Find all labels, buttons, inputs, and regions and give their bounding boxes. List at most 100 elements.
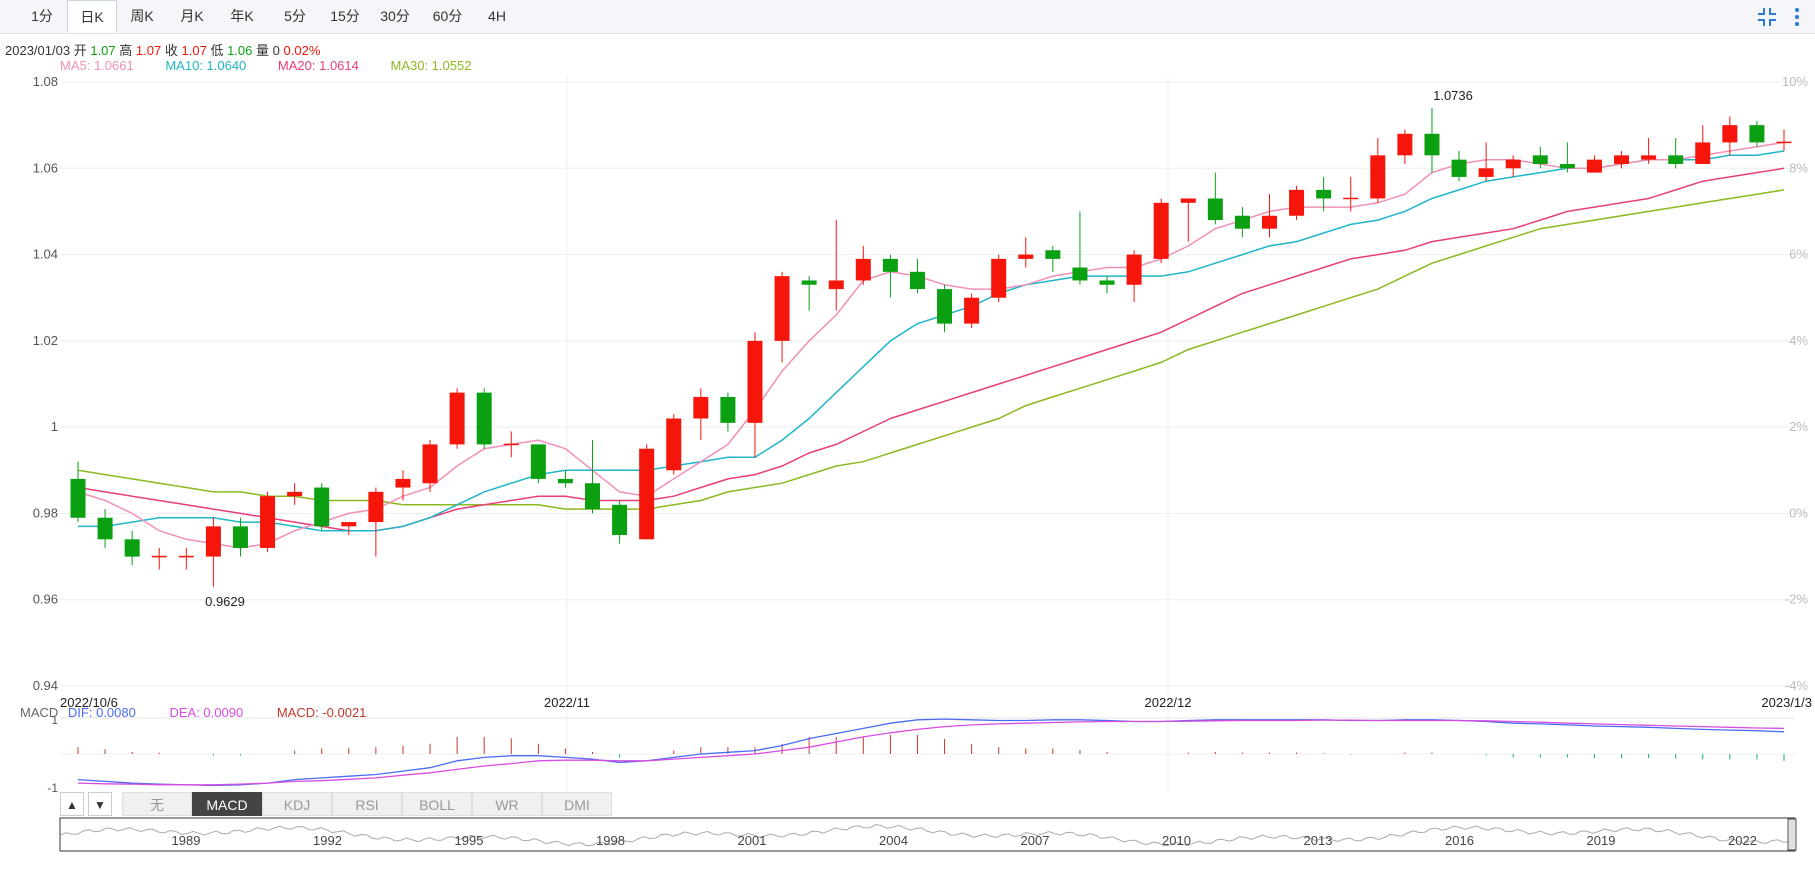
candle [97, 509, 113, 548]
candle-body [693, 396, 709, 419]
candle [1261, 194, 1277, 238]
candle [449, 388, 465, 449]
indicator-tab-kdj[interactable]: KDJ [262, 792, 332, 816]
candle [1397, 129, 1413, 164]
period-toolbar: 1分 日K 周K 月K 年K 5分 15分 30分 60分 4H [0, 0, 1815, 34]
indicator-tab-wr[interactable]: WR [472, 792, 542, 816]
more-icon[interactable] [1786, 6, 1808, 28]
tab-4h[interactable]: 4H [488, 8, 506, 24]
candle-body [1505, 159, 1521, 169]
y-tick-label: 1 [51, 419, 58, 434]
candle-body [666, 418, 682, 471]
candle [1316, 176, 1332, 212]
candle-body [964, 297, 980, 324]
open-value: 1.07 [90, 43, 116, 58]
candle-body [314, 487, 330, 527]
candle [1180, 198, 1196, 242]
candle-body [530, 444, 546, 479]
tab-60min[interactable]: 60分 [432, 8, 463, 24]
candle [1668, 138, 1684, 169]
candle [260, 491, 276, 553]
candle-body [557, 478, 573, 484]
candle [1099, 276, 1115, 294]
candle [1207, 172, 1223, 225]
candle [1289, 185, 1305, 221]
y-tick-label: 0.96 [33, 592, 58, 607]
candle [1614, 151, 1630, 169]
dea-value: DEA: 0.0090 [169, 705, 244, 720]
down-arrow-button[interactable]: ▼ [88, 792, 112, 816]
candle-body [1180, 198, 1196, 203]
indicator-tab-none[interactable]: 无 [122, 792, 192, 816]
candle-body [1586, 159, 1602, 173]
ma10-legend: MA10: 1.0640 [165, 58, 247, 73]
candle [314, 483, 330, 531]
candle [557, 470, 573, 488]
candle-body [937, 289, 953, 324]
candle [585, 440, 601, 514]
dif-line [77, 718, 1785, 787]
candle-body [1370, 155, 1386, 199]
candle [476, 388, 492, 449]
candle-body [1207, 198, 1223, 221]
y-tick-label-right: 2% [1789, 419, 1808, 434]
y-tick-label-right: 10% [1782, 74, 1808, 89]
tab-monthly[interactable]: 月K [180, 8, 204, 24]
y-tick-label-right: -4% [1785, 678, 1809, 693]
tab-yearly[interactable]: 年K [230, 8, 254, 24]
y-tick-label: 1.06 [33, 160, 58, 175]
tab-30min[interactable]: 30分 [380, 8, 410, 24]
volume-label: 量 [256, 43, 270, 58]
quote-info: 2023/01/03 开 1.07 高 1.07 收 1.07 低 1.06 量… [5, 40, 320, 59]
overview-year-label: 2001 [738, 833, 767, 848]
candle [801, 276, 817, 311]
y-tick-label: 0.94 [33, 678, 58, 693]
ma5-line [77, 141, 1785, 549]
indicator-tab-dmi[interactable]: DMI [542, 792, 612, 816]
overview-handle [1787, 818, 1797, 851]
candle [1451, 151, 1467, 182]
candle-body [1722, 125, 1738, 143]
candle [991, 254, 1007, 303]
ma30-legend: MA30: 1.0552 [390, 58, 472, 73]
candle [855, 245, 871, 285]
x-tick-label: 2023/1/3 [1761, 695, 1812, 710]
candle-body [1695, 142, 1711, 164]
candle-body [1641, 155, 1657, 160]
candle-body [1451, 159, 1467, 177]
candle-body [260, 496, 276, 548]
collapse-icon[interactable] [1756, 6, 1778, 28]
tab-weekly[interactable]: 周K [130, 8, 154, 24]
indicator-tab-macd[interactable]: MACD [192, 792, 262, 816]
overview-year-label: 1992 [313, 833, 342, 848]
candle [287, 483, 303, 505]
candle-body [1153, 202, 1169, 259]
x-tick-label: 2022/12 [1145, 695, 1192, 710]
high-annotation: 1.0736 [1433, 88, 1473, 103]
candle-body [395, 478, 411, 488]
candle-body [341, 522, 357, 527]
candle-body [639, 448, 655, 540]
candle [612, 500, 628, 544]
macd-name: MACD [20, 705, 59, 720]
candle [151, 547, 167, 570]
candle [882, 254, 898, 298]
candle-body [720, 396, 736, 423]
candle-body [747, 340, 763, 423]
tab-5min[interactable]: 5分 [284, 8, 306, 24]
ma20-line [77, 167, 1785, 532]
candle [828, 220, 844, 311]
candle [1018, 237, 1034, 268]
high-label: 高 [119, 43, 133, 58]
overview-year-label: 2022 [1728, 833, 1757, 848]
tab-15min[interactable]: 15分 [330, 8, 360, 24]
indicator-tab-boll[interactable]: BOLL [402, 792, 472, 816]
up-arrow-button[interactable]: ▲ [60, 792, 84, 816]
tab-daily[interactable]: 日K [67, 0, 117, 33]
overview-frame [59, 817, 1796, 852]
dif-value: DIF: 0.0080 [67, 705, 136, 720]
overview-year-label: 2004 [879, 833, 908, 848]
tab-1min[interactable]: 1分 [31, 8, 53, 24]
indicator-tab-rsi[interactable]: RSI [332, 792, 402, 816]
